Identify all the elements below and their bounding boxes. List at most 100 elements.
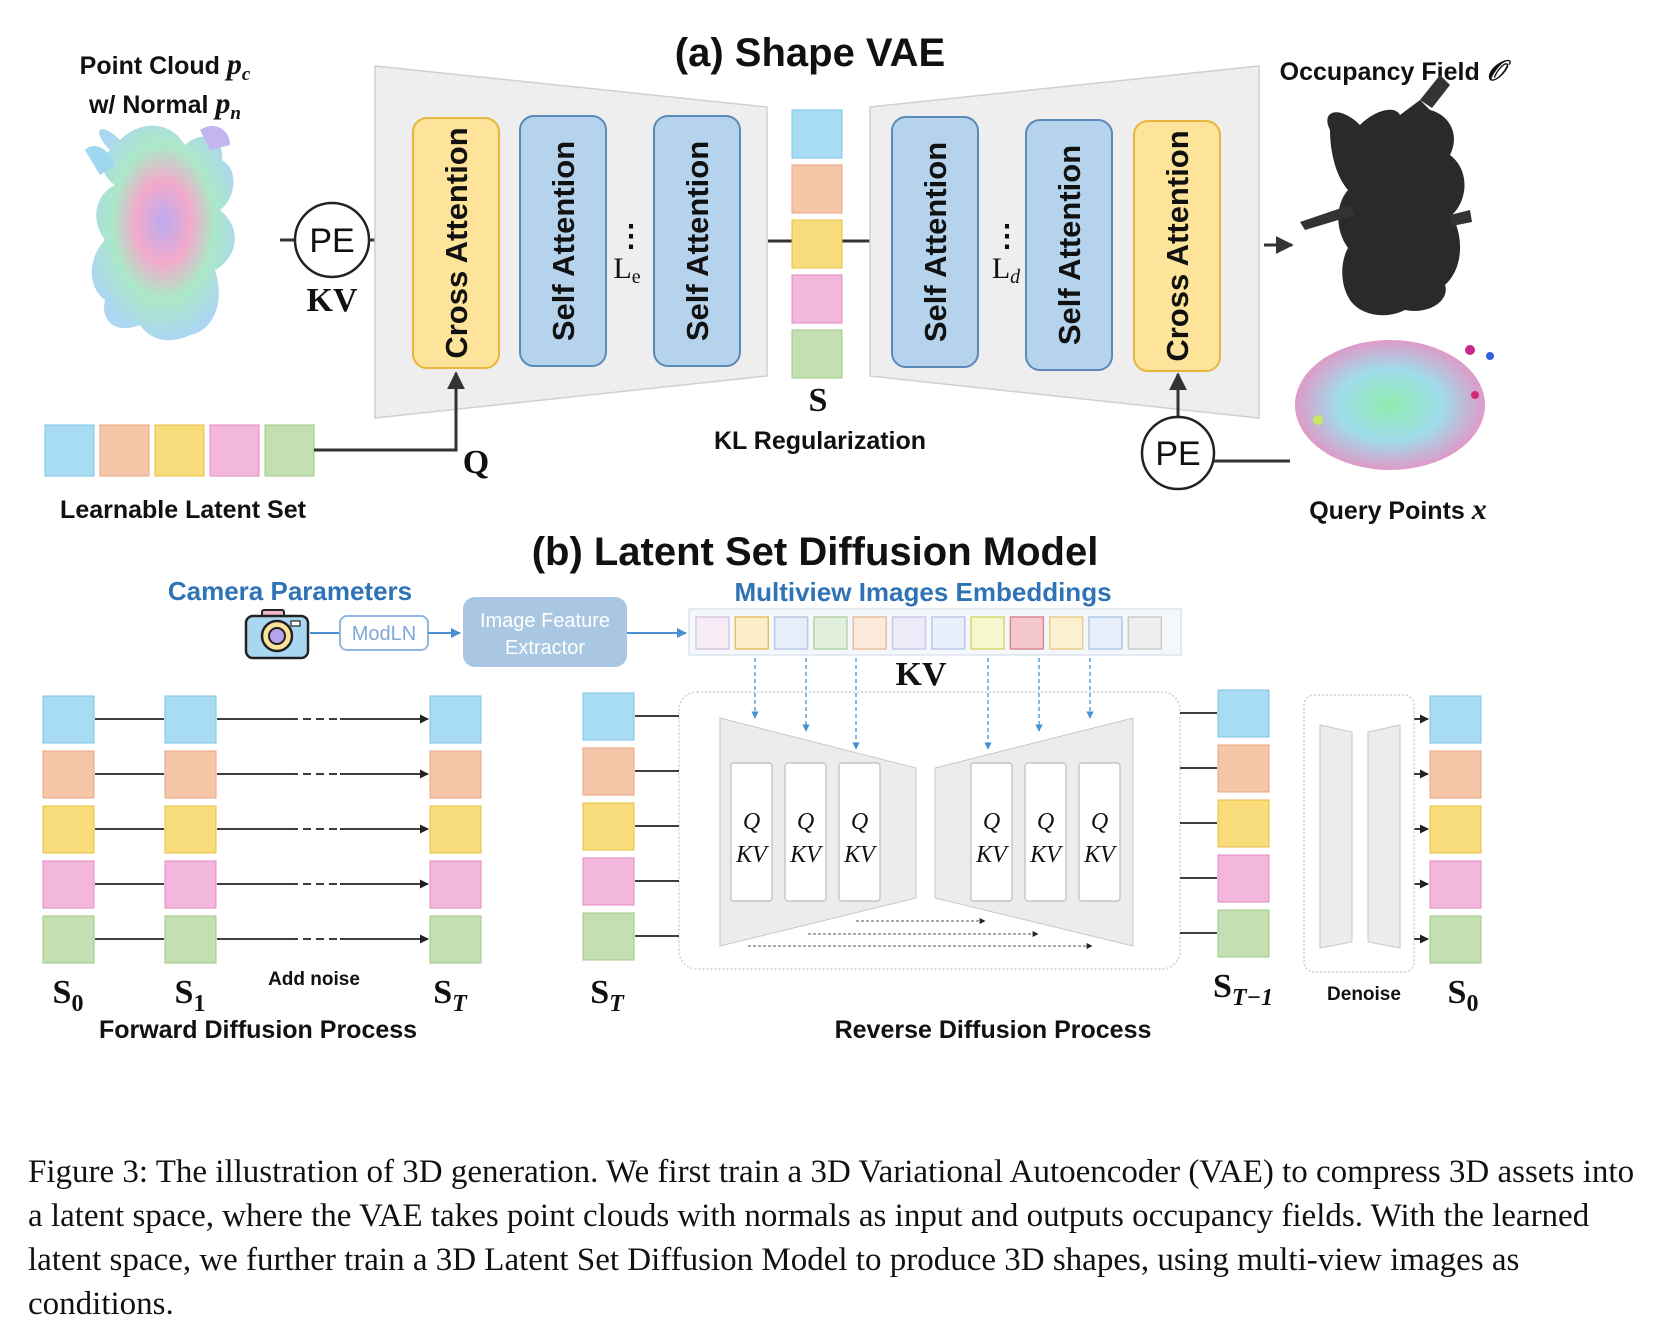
forward-token	[42, 805, 95, 854]
learnable-latent-set	[44, 424, 315, 477]
forward-token	[164, 860, 217, 909]
figure-caption: Figure 3: The illustration of 3D generat…	[28, 1154, 1635, 1322]
decoder-cross-attention-label: Cross Attention	[1160, 130, 1195, 361]
vae-latent-token	[791, 164, 843, 214]
input-sub-c: c	[242, 64, 251, 85]
embedding-token	[1009, 616, 1045, 650]
learnable-latent-set-label: Learnable Latent Set	[60, 496, 307, 524]
query-label-text: Query Points	[1309, 497, 1465, 525]
embedding-token	[1127, 616, 1163, 650]
point-cloud-image	[85, 125, 235, 341]
vae-latent-token	[791, 274, 843, 324]
block-q-label: Q	[851, 809, 868, 835]
decoder-self-attention-1-label: Self Attention	[918, 142, 953, 342]
reverse-token	[1217, 854, 1270, 903]
encoder-self-attention-2-label: Self Attention	[680, 141, 715, 341]
vae-latent-stack	[791, 109, 843, 379]
block-q-label: Q	[743, 809, 760, 835]
encoder-layers-label: Le	[613, 252, 640, 288]
diffusion-title: (b) Latent Set Diffusion Model	[532, 530, 1099, 574]
query-points-image	[1295, 340, 1494, 470]
learnable-token	[264, 424, 315, 477]
extractor-line2: Extractor	[505, 637, 585, 659]
reverse-attention-block	[838, 762, 881, 902]
le-label: L	[613, 252, 631, 285]
learnable-token	[44, 424, 95, 477]
encoder-self-attention-1	[519, 115, 607, 367]
block-kv-label: KV	[735, 842, 769, 868]
input-label-line1: Point Cloud	[80, 52, 220, 80]
block-kv-label: KV	[843, 842, 877, 868]
forward-token	[42, 750, 95, 799]
pe-query-label: PE	[1155, 435, 1200, 473]
reverse-token	[582, 802, 635, 851]
denoise-left-shape	[1319, 724, 1353, 949]
forward-token	[429, 750, 482, 799]
reverse-kv-arrows	[751, 658, 1094, 750]
embeddings-row	[695, 616, 1163, 650]
input-label-2: w/ Normal pn	[88, 87, 241, 124]
forward-token	[429, 860, 482, 909]
reverse-st1-label: ST−1	[1213, 968, 1273, 1011]
modln-label: ModLN	[352, 623, 416, 645]
embedding-token	[773, 616, 809, 650]
vae-latent-token	[791, 219, 843, 269]
block-kv-label: KV	[789, 842, 823, 868]
block-q-label: Q	[1037, 809, 1054, 835]
reverse-st-label: ST	[590, 974, 625, 1017]
reverse-token	[582, 747, 635, 796]
input-label: Point Cloud pc	[80, 48, 251, 85]
q-label: Q	[463, 444, 489, 481]
denoise-right-shape	[1367, 724, 1401, 949]
forward-token	[42, 695, 95, 744]
vae-title: (a) Shape VAE	[675, 31, 945, 75]
add-noise-label: Add noise	[268, 969, 360, 990]
reverse-attention-blocks: Q KV Q KV Q KV Q KV Q KV Q KV	[730, 762, 1121, 902]
image-feature-extractor	[463, 597, 627, 667]
block-q-label: Q	[797, 809, 814, 835]
embedding-token	[891, 616, 927, 650]
reverse-attention-block	[730, 762, 773, 902]
encoder-cross-attention-label: Cross Attention	[439, 127, 474, 358]
extractor-line1: Image Feature	[480, 610, 610, 632]
pe-query-circle	[1140, 415, 1216, 491]
input-symbol-p: p	[224, 48, 242, 81]
learnable-token	[99, 424, 150, 477]
forward-token	[164, 805, 217, 854]
embedding-token	[970, 616, 1005, 650]
forward-s0-label: S0	[53, 974, 84, 1017]
embedding-token	[1048, 616, 1084, 650]
block-q-label: Q	[1091, 809, 1108, 835]
ld-label: L	[992, 252, 1010, 285]
le-sub: e	[632, 266, 641, 288]
reverse-token	[1217, 744, 1270, 793]
block-kv-label: KV	[1029, 842, 1063, 868]
decoder-cross-attention	[1133, 120, 1221, 372]
decoder-self-attention-2	[1025, 119, 1113, 371]
camera-icon	[244, 609, 310, 660]
input-symbol-p2: p	[212, 87, 230, 120]
reverse-attention-block	[1078, 762, 1121, 902]
decoder-self-attention-2-label: Self Attention	[1052, 145, 1087, 345]
decoder-layers-label: Ld	[992, 252, 1021, 288]
reverse-attention-block	[970, 762, 1013, 902]
reverse-token	[1429, 915, 1482, 964]
embedding-token	[931, 616, 966, 650]
kl-regularization-label: KL Regularization	[714, 427, 926, 455]
reverse-token	[582, 692, 635, 741]
forward-token	[429, 805, 482, 854]
occupancy-field-image	[1300, 75, 1472, 316]
embedding-token	[852, 616, 887, 650]
input-sub-n: n	[230, 103, 241, 124]
reverse-token	[1217, 909, 1270, 958]
pe-encoder-label: PE	[309, 222, 354, 260]
reverse-token	[1429, 695, 1482, 744]
vae-latent-token	[791, 329, 843, 379]
forward-st-label: ST	[433, 974, 468, 1017]
reverse-diffusion	[582, 689, 1482, 964]
forward-diffusion	[42, 695, 482, 964]
block-q-label: Q	[983, 809, 1000, 835]
reverse-s0-label: S0	[1448, 974, 1479, 1017]
reverse-token	[1429, 805, 1482, 854]
reverse-attention-block	[784, 762, 827, 902]
